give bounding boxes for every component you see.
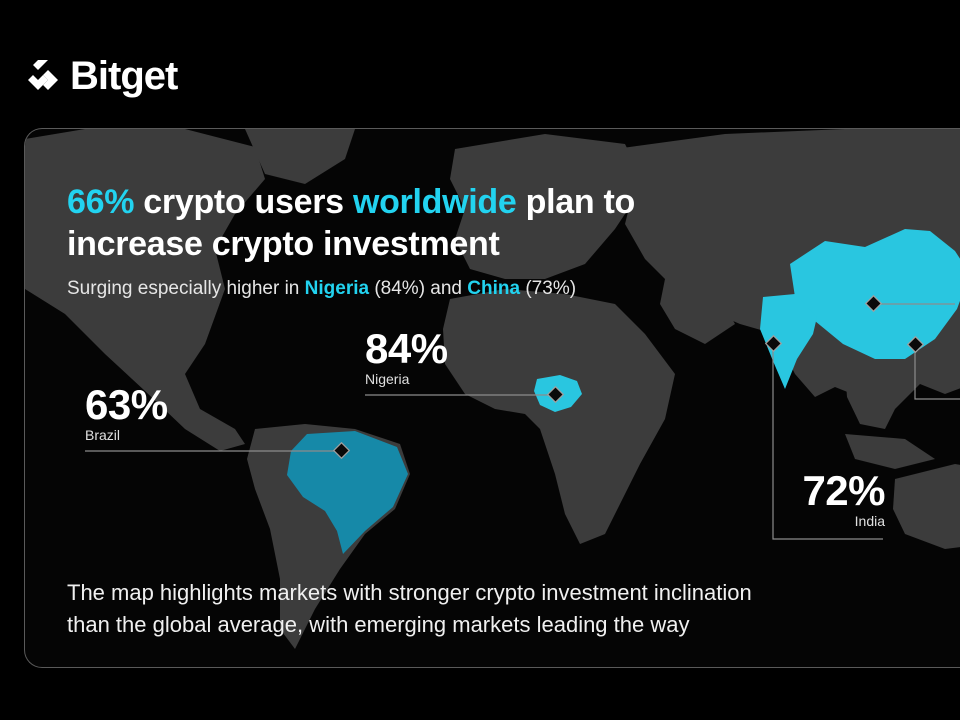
- australia-landmass: [893, 464, 960, 549]
- headline-text-2: plan to: [516, 183, 636, 221]
- india-connector-line: [772, 344, 883, 540]
- southeast-asia-landmass: [845, 369, 895, 429]
- headline-worldwide: worldwide: [352, 183, 517, 221]
- nigeria-stat-value: 84%: [365, 325, 448, 372]
- footer-line-2: than the global average, with emerging m…: [67, 612, 690, 637]
- china-marker-diamond: [864, 294, 883, 313]
- bitget-logo: Bitget: [24, 54, 178, 98]
- map-card: 66% crypto users worldwide plan to incre…: [24, 128, 960, 668]
- africa-landmass: [443, 289, 675, 544]
- brazil-stat-value: 63%: [85, 381, 168, 428]
- subheadline-nigeria: Nigeria: [304, 278, 370, 299]
- asia-connector-line: [914, 344, 960, 400]
- brazil-stat: 63% Brazil: [85, 381, 168, 444]
- brand-name: Bitget: [70, 54, 178, 98]
- footer-note: The map highlights markets with stronger…: [67, 577, 867, 641]
- europe-landmass: [450, 134, 645, 279]
- bitget-logo-icon: [28, 60, 58, 90]
- headline-percent: 66%: [67, 183, 135, 221]
- india-stat-label: India: [854, 513, 885, 529]
- asia-marker-diamond: [906, 335, 925, 354]
- brazil-highlight: [287, 431, 408, 554]
- brazil-marker-diamond: [332, 441, 351, 460]
- subheadline-china: China: [467, 278, 521, 299]
- subheadline-value-2: (73%): [520, 278, 577, 299]
- nigeria-stat-label: Nigeria: [365, 371, 410, 387]
- nigeria-marker-diamond: [546, 385, 565, 404]
- footer-line-1: The map highlights markets with stronger…: [67, 580, 752, 605]
- greenland-landmass: [245, 129, 355, 184]
- north-america-landmass: [25, 129, 265, 451]
- nigeria-stat: 84% Nigeria: [365, 325, 448, 388]
- headline: 66% crypto users worldwide plan to incre…: [67, 181, 635, 265]
- arabia-landmass: [660, 279, 735, 344]
- india-stat: 72% India: [789, 467, 885, 530]
- indonesia-landmass: [845, 434, 935, 469]
- brazil-stat-label: Brazil: [85, 427, 121, 443]
- subheadline: Surging especially higher in Nigeria (84…: [67, 277, 576, 301]
- india-marker-diamond: [764, 334, 783, 353]
- india-highlight: [760, 294, 817, 389]
- china-highlight: [790, 229, 960, 359]
- subheadline-value-1: (84%) and: [369, 278, 468, 299]
- headline-text-1: crypto users: [134, 183, 353, 221]
- india-stat-value: 72%: [802, 467, 885, 514]
- headline-line-2: increase crypto investment: [67, 225, 500, 263]
- world-map: [25, 129, 960, 649]
- subheadline-prefix: Surging especially higher in: [67, 278, 305, 299]
